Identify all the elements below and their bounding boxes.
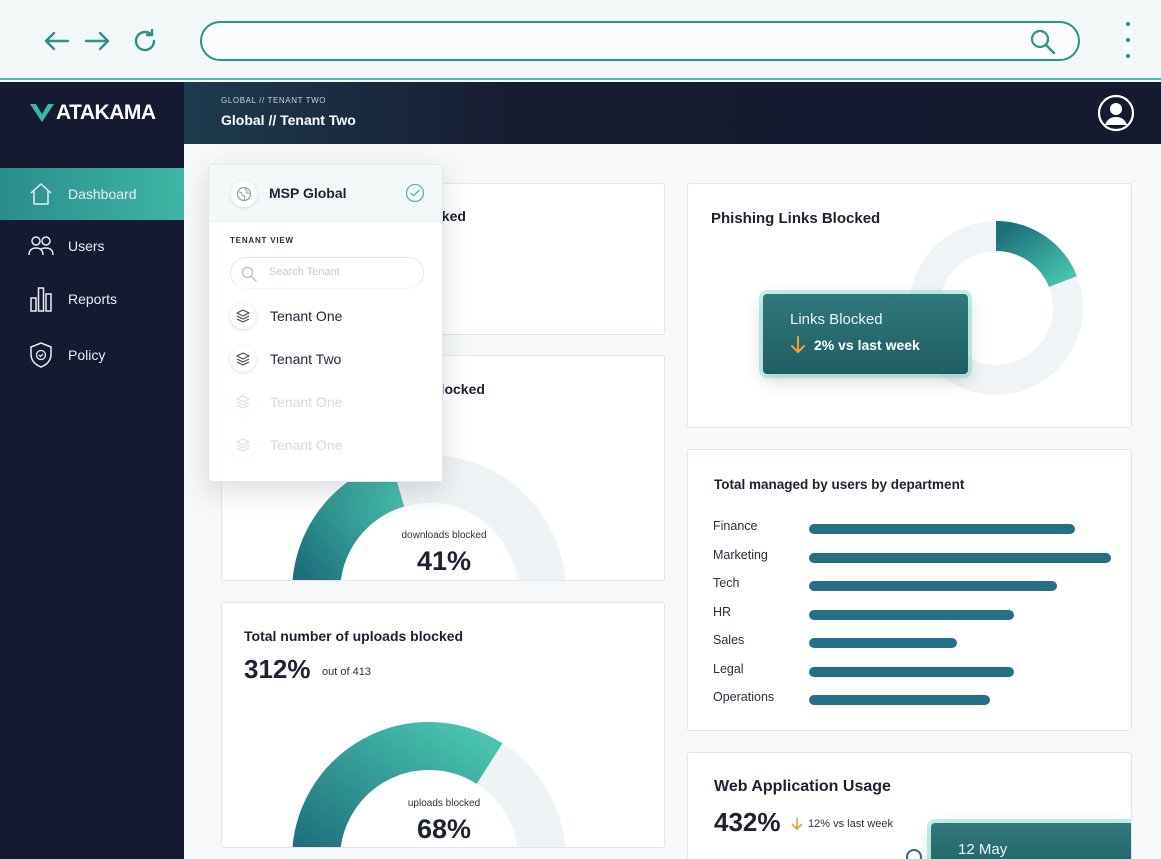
breadcrumb[interactable]: GLOBAL // TENANT TWO [221, 96, 327, 105]
uploads-card: Total number of uploads blocked 312% out… [221, 602, 665, 848]
web-usage-card: Web Application Usage 432% 12% vs last w… [687, 752, 1132, 859]
gauge-label: uploads blocked [407, 798, 481, 809]
tenant-list-item[interactable]: Tenant Two [230, 344, 424, 374]
tenant-name: Tenant One [270, 437, 343, 453]
dropdown-title: MSP Global [269, 185, 347, 201]
bar-chart-icon [28, 286, 54, 312]
user-avatar-icon [1097, 94, 1135, 132]
arrow-down-icon [791, 336, 805, 353]
tenant-list-item[interactable]: Tenant One [230, 430, 424, 460]
page-title: Global // Tenant Two [221, 112, 356, 128]
bar-sales[interactable] [809, 638, 957, 648]
shield-icon [28, 342, 54, 368]
globe-icon [231, 181, 257, 207]
card-title: Phishing Links Blocked [711, 210, 881, 227]
sidebar: ATAKAMA Dashboard Users Reports Policy [0, 82, 184, 859]
tooltip-title: Links Blocked [790, 311, 883, 328]
phishing-card: Phishing Links Blocked Links Blocked 2% … [687, 183, 1132, 428]
tenant-list-item[interactable]: Tenant One [230, 301, 424, 331]
logo-mark-icon [30, 104, 54, 122]
departments-card: Total managed by users by department Fin… [687, 449, 1132, 731]
avatar[interactable] [1097, 94, 1135, 132]
bar-finance[interactable] [809, 524, 1075, 534]
sidebar-item-dashboard[interactable]: Dashboard [0, 168, 184, 220]
uploads-out-of: out of 413 [322, 666, 371, 678]
page-header: GLOBAL // TENANT TWO Global // Tenant Tw… [184, 82, 1161, 144]
layers-icon [230, 432, 256, 458]
bar-category-label: Sales [713, 633, 745, 647]
layers-icon [230, 389, 256, 415]
bar-category-label: Operations [713, 690, 775, 704]
tenant-list-item[interactable]: Tenant One [230, 387, 424, 417]
brand-logo[interactable]: ATAKAMA [30, 100, 156, 126]
sidebar-item-label: Users [68, 238, 105, 254]
sidebar-item-label: Dashboard [68, 186, 137, 202]
tooltip-change: 2% vs last week [814, 337, 920, 353]
sidebar-item-label: Reports [68, 291, 118, 307]
layers-icon [230, 346, 256, 372]
donut-fill [995, 221, 1077, 288]
tenant-dropdown: MSP Global TENANT VIEW Tenant One Tenant … [208, 164, 443, 482]
date-tooltip: 12 May [931, 823, 1131, 859]
bar-category-label: Tech [713, 576, 740, 590]
gauge-label: downloads blocked [401, 530, 487, 541]
home-icon [28, 181, 54, 207]
card-title: Total managed by users by department [714, 477, 965, 492]
dropdown-header[interactable]: MSP Global [209, 165, 442, 222]
users-icon [28, 233, 54, 259]
card-title: Web Application Usage [714, 778, 891, 795]
section-label: TENANT VIEW [230, 236, 294, 245]
card-title: Total number of uploads blocked [244, 628, 464, 644]
browser-toolbar [0, 0, 1161, 80]
uploads-gauge [292, 722, 566, 847]
tenant-search-input[interactable] [269, 266, 409, 278]
address-bar[interactable] [200, 21, 1080, 61]
uploads-total: 312% [244, 654, 311, 684]
sidebar-item-policy[interactable]: Policy [0, 329, 184, 381]
chart-point-marker [906, 849, 922, 859]
bar-tech[interactable] [809, 581, 1057, 591]
check-circle-icon [405, 183, 425, 203]
url-input[interactable] [218, 31, 1018, 51]
tenant-name: Tenant One [270, 394, 343, 410]
gauge-value: 41% [416, 546, 472, 576]
reload-icon[interactable] [130, 26, 160, 56]
bar-category-label: Marketing [713, 547, 768, 562]
links-blocked-tooltip: Links Blocked 2% vs last week [763, 294, 968, 374]
bar-operations[interactable] [809, 695, 991, 705]
web-usage-change: 12% vs last week [808, 818, 893, 830]
back-arrow-icon[interactable] [41, 26, 71, 56]
bar-legal[interactable] [809, 666, 1015, 677]
bar-category-label: HR [713, 604, 732, 619]
brand-name: ATAKAMA [56, 101, 156, 124]
gauge-fill [292, 722, 503, 847]
tenant-name: Tenant One [270, 308, 343, 324]
tooltip-date: 12 May [958, 841, 1008, 858]
forward-arrow-icon[interactable] [83, 26, 113, 56]
bar-hr[interactable] [809, 609, 1015, 620]
web-usage-value: 432% [714, 807, 781, 837]
kebab-menu-icon[interactable] [1118, 22, 1138, 58]
sidebar-item-reports[interactable]: Reports [0, 273, 184, 325]
arrow-down-icon [791, 817, 803, 830]
tenant-search[interactable] [230, 257, 424, 289]
bar-category-label: Legal [713, 661, 744, 676]
bar-marketing[interactable] [809, 552, 1111, 563]
tenant-name: Tenant Two [270, 351, 342, 367]
gauge-fill [292, 460, 405, 580]
layers-icon [230, 303, 256, 329]
bar-category-label: Finance [713, 519, 758, 533]
search-icon[interactable] [1030, 29, 1056, 55]
sidebar-item-label: Policy [68, 347, 106, 363]
sidebar-item-users[interactable]: Users [0, 220, 184, 272]
gauge-value: 68% [416, 814, 472, 844]
search-icon [241, 266, 257, 282]
